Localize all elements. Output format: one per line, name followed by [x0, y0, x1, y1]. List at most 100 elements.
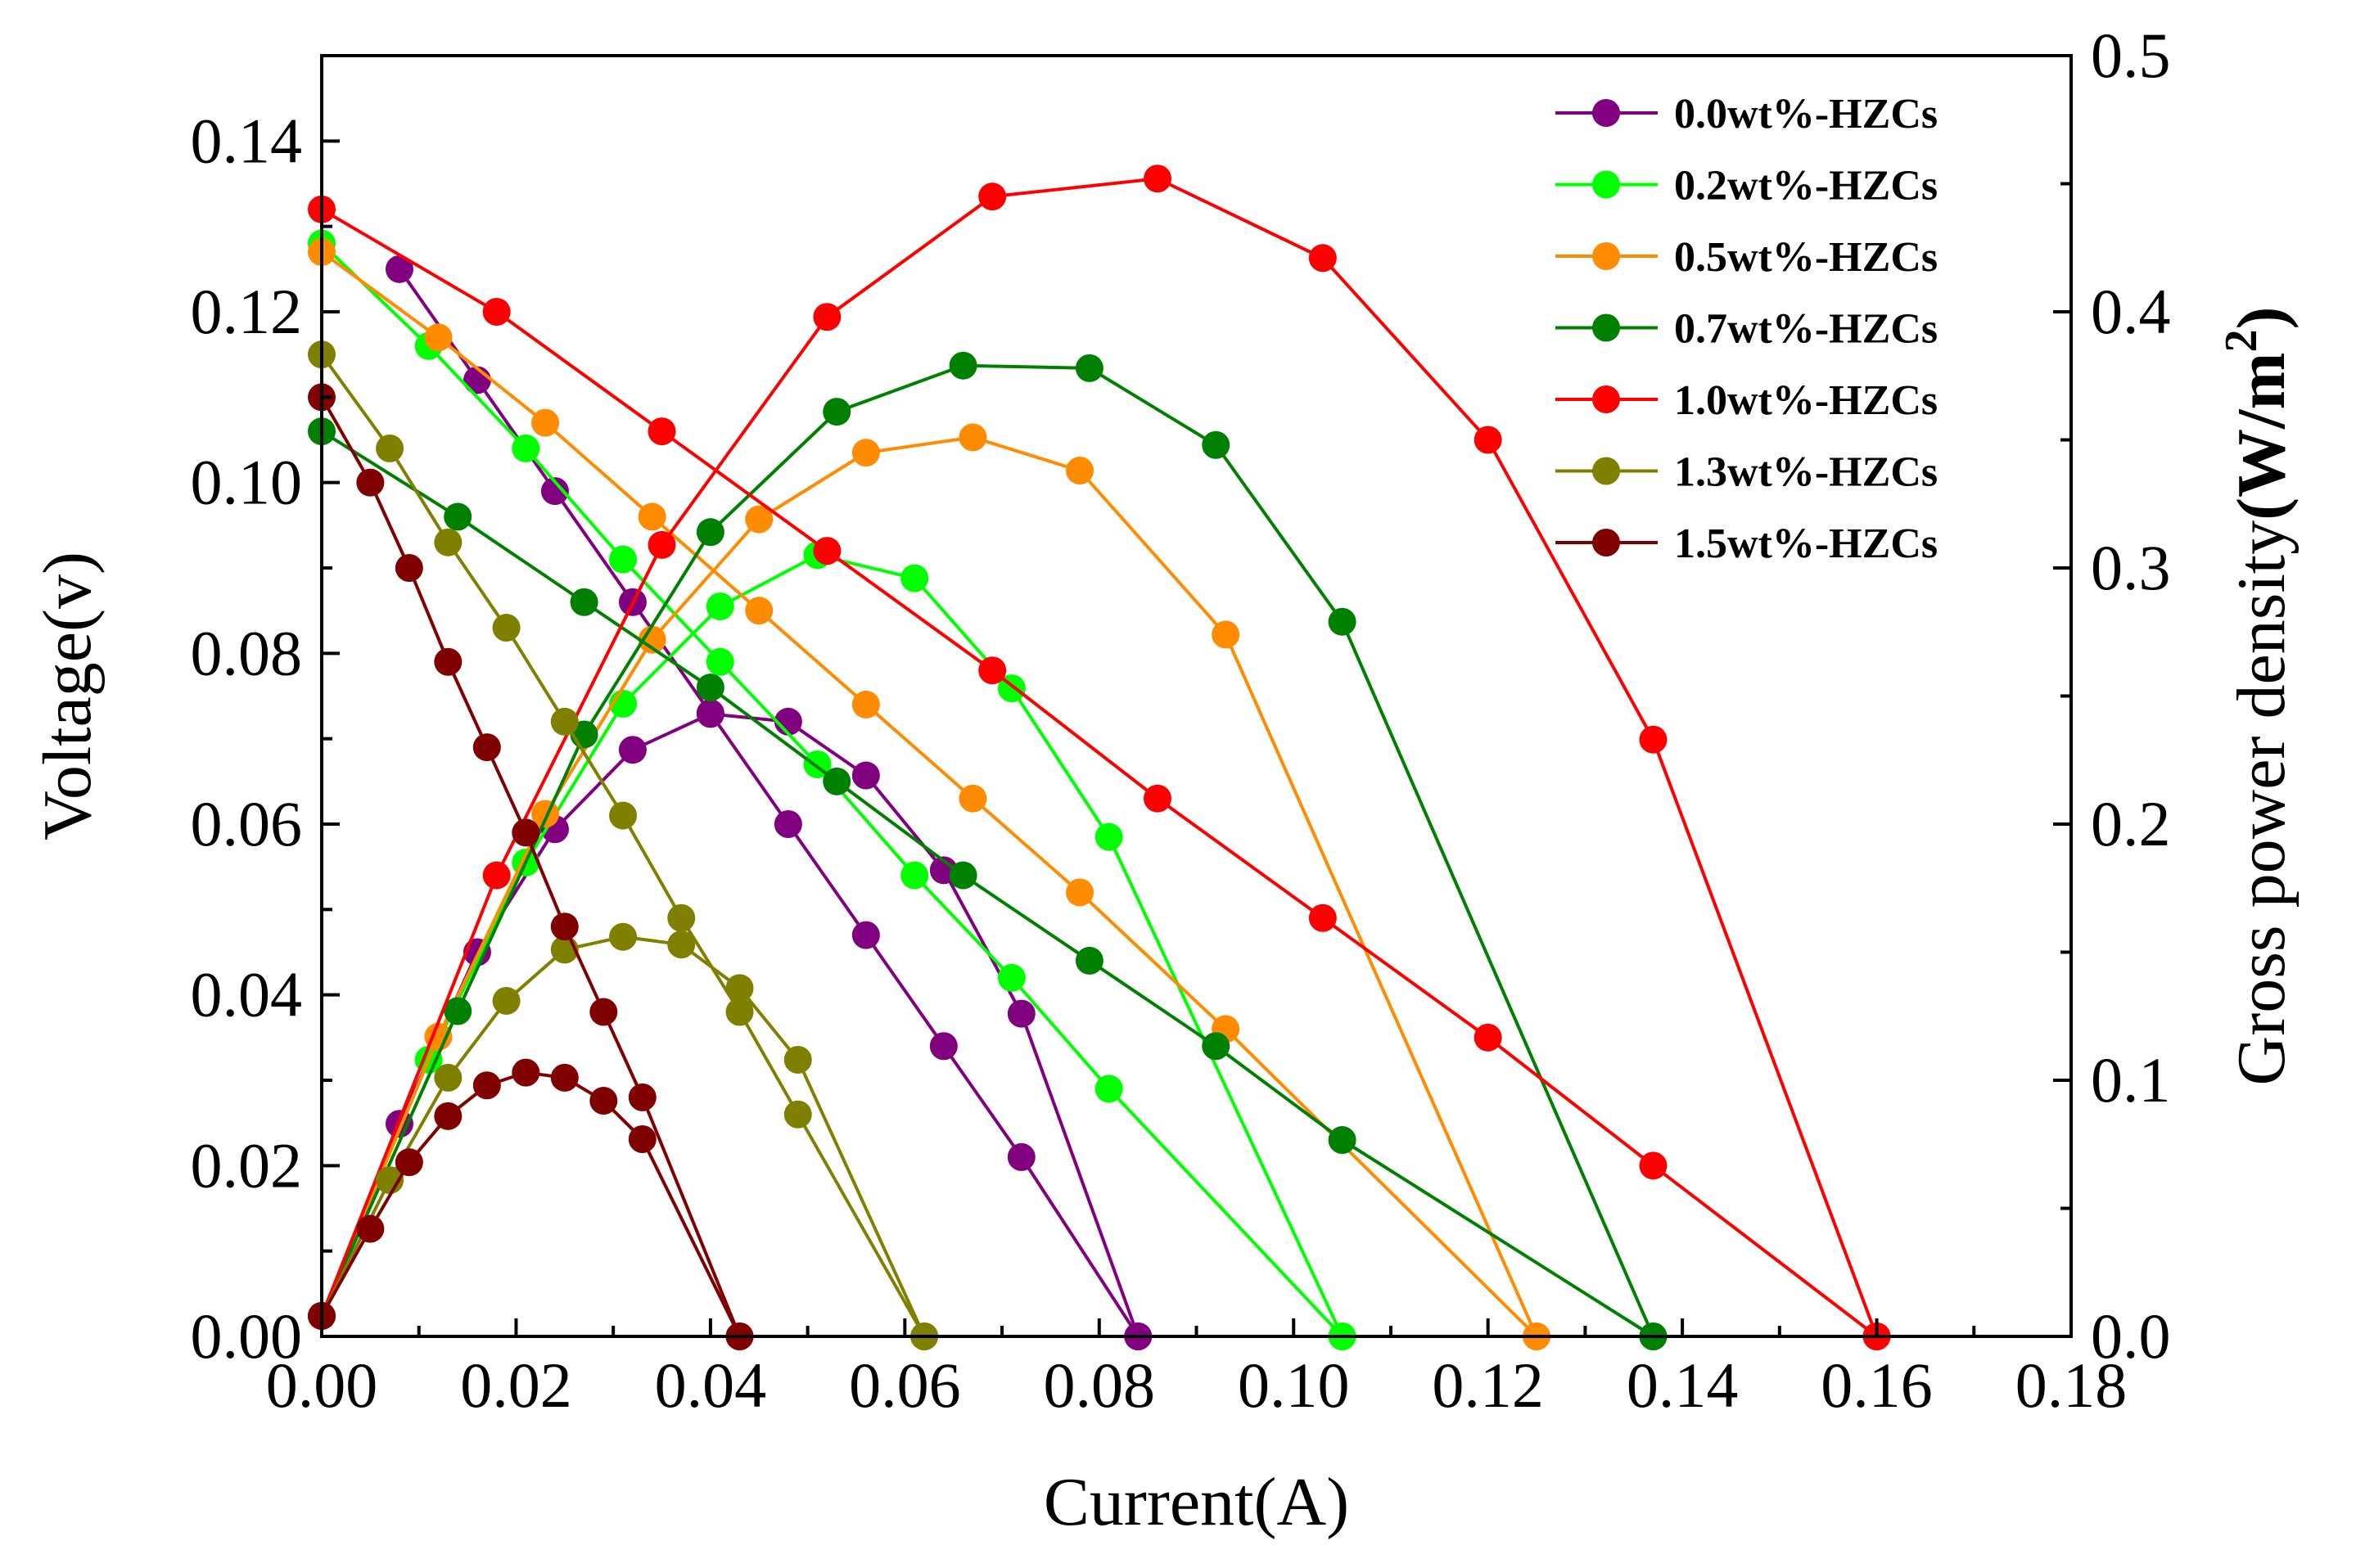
series-0-7wt-hzcs — [308, 351, 1668, 1350]
power-point — [745, 505, 774, 534]
voltage-point — [1066, 878, 1094, 907]
voltage-point — [648, 417, 676, 446]
voltage-point — [1474, 1023, 1502, 1052]
power-point — [550, 1063, 579, 1092]
power-point — [1639, 725, 1668, 754]
power-point — [1308, 244, 1337, 273]
right-y-axis-title: Gross power density(W/m2) — [2216, 307, 2300, 1086]
legend-swatch-marker — [1592, 99, 1620, 127]
voltage-point — [550, 707, 579, 736]
voltage-line — [320, 353, 926, 1337]
power-point — [628, 1124, 657, 1153]
legend-label: 0.2wt%-HZCs — [1674, 163, 1938, 210]
legend-label: 0.7wt%-HZCs — [1674, 306, 1938, 353]
power-point — [1075, 354, 1104, 382]
voltage-point — [783, 1100, 812, 1129]
power-line — [320, 553, 1344, 1337]
legend-label: 1.3wt%-HZCs — [1674, 449, 1938, 496]
power-point — [1202, 430, 1230, 459]
voltage-point — [1202, 1032, 1230, 1061]
power-line — [320, 935, 926, 1337]
legend-item: 0.2wt%-HZCs — [1555, 163, 1938, 210]
voltage-point — [1328, 1126, 1356, 1155]
power-point — [706, 592, 734, 620]
legend-item: 1.3wt%-HZCs — [1555, 449, 1938, 496]
x-tick-label: 0.16 — [1821, 1349, 1933, 1421]
voltage-point — [1308, 903, 1337, 932]
voltage-point — [531, 408, 560, 437]
left-y-tick-label: 0.02 — [191, 1129, 303, 1201]
power-point — [618, 736, 647, 764]
voltage-point — [667, 903, 696, 932]
voltage-point — [851, 921, 880, 949]
voltage-point — [589, 998, 618, 1026]
power-point — [1007, 999, 1036, 1028]
right-y-tick-label: 0.0 — [2091, 1300, 2171, 1372]
voltage-point — [550, 912, 579, 941]
voltage-point — [376, 434, 404, 462]
left-y-tick-label: 0.04 — [191, 959, 303, 1030]
legend: 0.0wt%-HZCs 0.2wt%-HZCs 0.5wt%-HZCs 0.7wt%-… — [1555, 91, 1938, 567]
legend-swatch-marker — [1592, 529, 1620, 556]
power-point — [1212, 620, 1240, 649]
voltage-point — [745, 597, 774, 625]
voltage-point — [628, 1083, 657, 1111]
voltage-point — [851, 690, 880, 719]
voltage-point — [774, 810, 802, 838]
power-line — [320, 177, 1879, 1337]
x-tick-label: 0.18 — [2015, 1349, 2128, 1421]
voltage-point — [609, 545, 638, 574]
x-tick-label: 0.00 — [266, 1349, 378, 1421]
power-point — [959, 423, 987, 452]
x-tick-label: 0.06 — [849, 1349, 961, 1421]
voltage-line — [320, 242, 1344, 1338]
right-y-tick-label: 0.3 — [2091, 532, 2171, 603]
power-point — [589, 1087, 618, 1115]
left-y-axis-title: Voltage(v) — [29, 552, 106, 840]
axis-ticks — [320, 54, 2073, 1338]
legend-item: 0.7wt%-HZCs — [1555, 306, 1938, 353]
power-point — [395, 1148, 423, 1177]
power-point — [1474, 426, 1502, 454]
left-y-tick-label: 0.12 — [191, 276, 303, 347]
power-point — [512, 1058, 540, 1087]
voltage-line — [320, 250, 1538, 1338]
x-tick-label: 0.04 — [655, 1349, 767, 1421]
legend-swatch-marker — [1592, 242, 1620, 270]
voltage-point — [444, 502, 472, 531]
x-tick-label: 0.12 — [1432, 1349, 1544, 1421]
legend-label: 1.5wt%-HZCs — [1674, 520, 1938, 567]
voltage-point — [978, 656, 1007, 685]
voltage-point — [434, 647, 463, 676]
power-point — [783, 1045, 812, 1074]
power-point — [434, 1102, 463, 1130]
legend-item: 1.0wt%-HZCs — [1555, 377, 1938, 424]
voltage-point — [482, 298, 511, 326]
voltage-point — [1144, 784, 1172, 813]
right-y-tick-label: 0.2 — [2091, 788, 2171, 859]
voltage-point — [609, 801, 638, 830]
left-y-tick-label: 0.14 — [191, 105, 303, 176]
power-point — [492, 986, 521, 1015]
right-y-axis-title-close: ) — [2223, 307, 2300, 330]
power-point — [1328, 607, 1356, 636]
voltage-point — [813, 537, 842, 565]
power-point — [667, 930, 696, 959]
legend-item: 0.5wt%-HZCs — [1555, 234, 1938, 281]
series-0-5wt-hzcs — [308, 237, 1551, 1350]
left-y-tick-label: 0.06 — [191, 788, 303, 859]
power-point — [444, 997, 472, 1025]
voltage-point — [385, 255, 413, 283]
voltage-point — [1007, 1142, 1036, 1171]
x-tick-label: 0.02 — [460, 1349, 572, 1421]
voltage-line — [320, 208, 1878, 1338]
legend-swatch-marker — [1592, 457, 1620, 485]
power-point — [482, 861, 511, 890]
power-point — [648, 530, 676, 559]
power-point — [356, 1214, 385, 1243]
power-line — [320, 435, 1538, 1337]
voltage-line — [320, 396, 742, 1337]
power-point — [823, 398, 851, 426]
